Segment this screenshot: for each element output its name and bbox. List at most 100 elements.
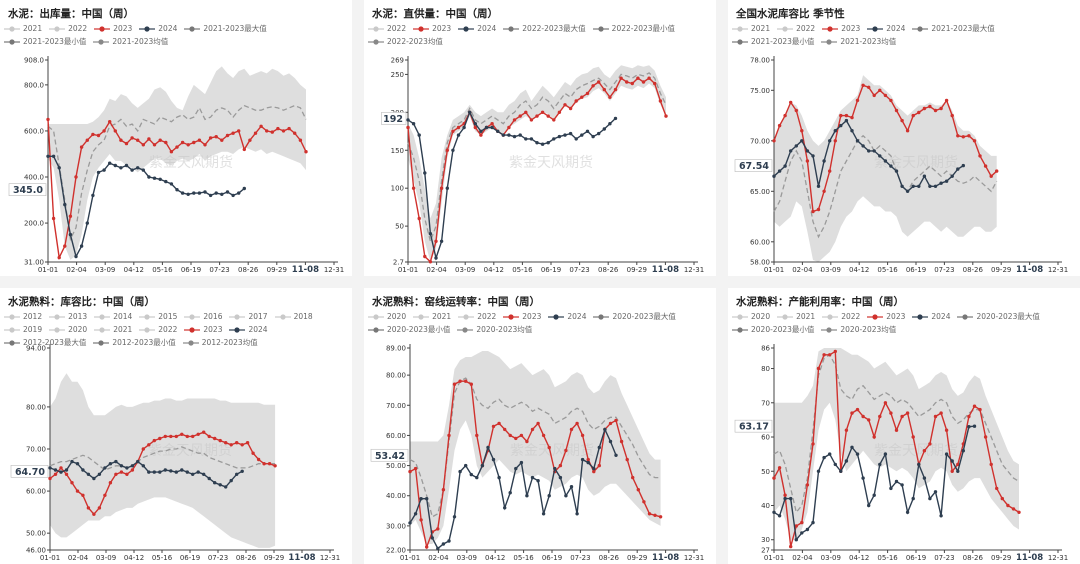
data-point (529, 137, 534, 141)
legend-item[interactable]: 2021 (732, 22, 770, 35)
legend-item[interactable]: 2021 (4, 22, 42, 35)
legend-item[interactable]: 2021-2023均值 (821, 35, 896, 48)
legend-item[interactable]: 2016 (184, 310, 222, 323)
legend-item[interactable]: 2022-2023均值 (368, 35, 443, 48)
data-point (74, 175, 78, 179)
data-point (922, 449, 927, 453)
legend-label: 2020 (387, 312, 407, 321)
data-point (108, 462, 113, 466)
legend-item[interactable]: 2020 (49, 323, 87, 336)
chart-title: 水泥：出库量：中国（周） (8, 8, 134, 20)
legend-label: 2020 (751, 312, 771, 321)
legend-item[interactable]: 2012-2023最小值 (93, 336, 176, 349)
legend-item[interactable]: 2022 (139, 323, 177, 336)
data-point (197, 191, 202, 195)
data-point (800, 139, 804, 143)
data-point (81, 493, 85, 497)
legend-item[interactable]: 2022 (49, 22, 87, 35)
legend-item[interactable]: 2020-2023最大值 (957, 310, 1040, 323)
legend-marker-icon (49, 313, 66, 320)
y-tick-label: 30 (761, 536, 770, 544)
legend-marker-icon (548, 313, 565, 320)
legend-marker-icon (49, 326, 66, 333)
legend-label: 2020-2023最小值 (387, 325, 451, 334)
data-point (501, 133, 505, 137)
legend-item[interactable]: 2014 (94, 310, 132, 323)
legend-item[interactable]: 2021 (94, 323, 132, 336)
x-tick-label: 07-23 (570, 554, 590, 562)
legend-item[interactable]: 2020-2023最小值 (368, 323, 450, 336)
legend-item[interactable]: 2021-2023均值 (93, 35, 168, 48)
legend-item[interactable]: 2024 (458, 22, 496, 35)
chart-title: 水泥熟料：窑线运转率：中国（周） (372, 296, 540, 308)
data-point (276, 126, 280, 131)
data-point (497, 421, 501, 426)
legend-item[interactable]: 2020-2023均值 (457, 323, 532, 336)
legend-item[interactable]: 2012 (4, 310, 42, 323)
legend-item[interactable]: 2024 (548, 310, 586, 323)
legend-item[interactable]: 2012-2023最大值 (4, 336, 86, 349)
data-point (518, 114, 522, 118)
legend-item[interactable]: 2022-2023最大值 (503, 22, 586, 35)
chart-legend: 2020 2021 2022 2023 2024 2020-2023最大值 2020-202… (368, 310, 710, 336)
data-point (237, 191, 241, 195)
data-point (456, 133, 461, 137)
legend-item[interactable]: 2023 (184, 323, 222, 336)
legend-item[interactable]: 2019 (4, 323, 42, 336)
legend-item[interactable]: 2017 (229, 310, 268, 323)
data-point (961, 449, 965, 453)
chart-legend: 2020 2021 2022 2023 2024 2020-2023最大值 2020-202… (732, 310, 1074, 336)
legend-item[interactable]: 2020 (732, 310, 770, 323)
data-point (458, 379, 462, 383)
data-point (469, 472, 473, 477)
legend-item[interactable]: 2021-2023最小值 (4, 35, 86, 48)
legend-item[interactable]: 2023 (413, 22, 451, 35)
data-point (207, 434, 211, 439)
legend-item[interactable]: 2022-2023最小值 (592, 22, 675, 35)
legend-item[interactable]: 2013 (49, 310, 87, 323)
legend-item[interactable]: 2023 (822, 22, 860, 35)
data-point (113, 163, 118, 168)
legend-item[interactable]: 2022 (777, 22, 815, 35)
data-point (789, 100, 793, 105)
legend-item[interactable]: 2023 (503, 310, 541, 323)
legend-item[interactable]: 2023 (867, 310, 905, 323)
data-point (147, 175, 151, 179)
data-point (464, 379, 468, 383)
legend-item[interactable]: 2024 (229, 323, 268, 336)
legend-item[interactable]: 2020-2023最小值 (732, 323, 814, 336)
legend-item[interactable]: 2020-2023均值 (821, 323, 896, 336)
legend-item[interactable]: 2018 (274, 310, 313, 323)
legend-item[interactable]: 2022 (458, 310, 496, 323)
legend-item[interactable]: 2020 (368, 310, 406, 323)
x-tick-label: 01-01 (764, 266, 784, 274)
data-point (125, 472, 129, 476)
y-tick-label: 60 (761, 434, 770, 442)
legend-item[interactable]: 2024 (912, 310, 950, 323)
data-point (844, 459, 849, 463)
data-point (46, 117, 50, 122)
legend-item[interactable]: 2015 (139, 310, 177, 323)
legend-item[interactable]: 2024 (139, 22, 177, 35)
legend-item[interactable]: 2020-2023最大值 (593, 310, 676, 323)
legend-item[interactable]: 2022 (368, 22, 406, 35)
data-point (256, 457, 261, 462)
data-point (451, 129, 455, 133)
legend-item[interactable]: 2021-2023最小值 (732, 35, 814, 48)
data-point (479, 129, 483, 133)
data-point (484, 125, 489, 130)
legend-item[interactable]: 2023 (94, 22, 132, 35)
legend-item[interactable]: 2021 (413, 310, 451, 323)
legend-item[interactable]: 2022 (822, 310, 860, 323)
data-point (867, 503, 871, 508)
data-point (972, 424, 977, 428)
data-point (889, 486, 893, 491)
legend-item[interactable]: 2024 (867, 22, 905, 35)
legend-item[interactable]: 2012-2023均值 (182, 336, 258, 349)
watermark-text: 紫金天风期货 (509, 154, 593, 171)
legend-item[interactable]: 2021-2023最大值 (912, 22, 995, 35)
data-point (883, 452, 888, 456)
data-point (518, 133, 522, 137)
legend-item[interactable]: 2021 (777, 310, 815, 323)
legend-item[interactable]: 2021-2023最大值 (184, 22, 267, 35)
